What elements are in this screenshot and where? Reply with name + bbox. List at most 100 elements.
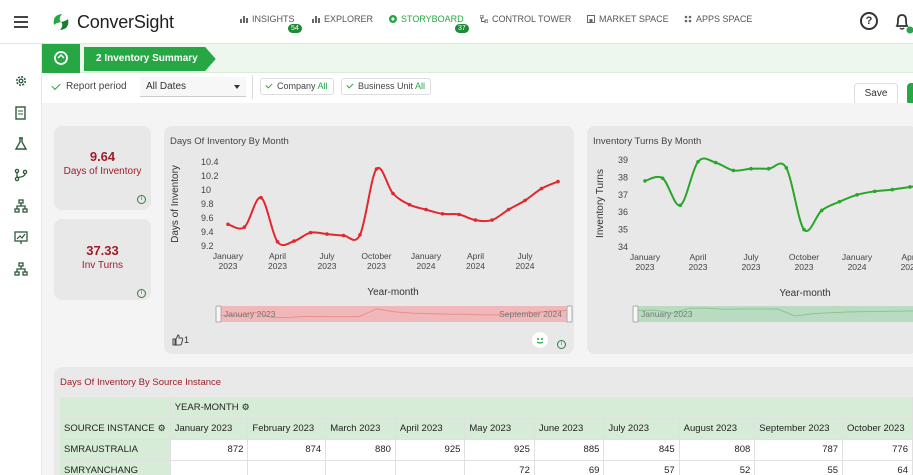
table-column-header[interactable]: February 2023 [247, 418, 327, 440]
data-point[interactable] [908, 185, 912, 189]
table-column-header[interactable]: September 2023 [754, 418, 844, 440]
data-point[interactable] [308, 230, 313, 235]
data-point[interactable] [506, 207, 511, 212]
data-point[interactable] [837, 199, 842, 204]
thumbs-up-icon[interactable] [172, 334, 184, 346]
monitor-chart-icon[interactable] [14, 231, 28, 245]
data-point[interactable] [325, 232, 329, 236]
nav-explorer[interactable]: EXPLORER [312, 14, 373, 24]
nav-insights[interactable]: INSIGHTS 54 [240, 14, 302, 33]
data-point[interactable] [292, 239, 296, 243]
range-handle-right[interactable] [566, 305, 573, 323]
y-tick-label: 9.2 [201, 241, 214, 251]
settings-gear-icon[interactable]: ⚙ [157, 423, 166, 433]
data-point[interactable] [407, 202, 412, 207]
data-point[interactable] [523, 198, 527, 203]
data-point[interactable] [802, 227, 806, 232]
data-point[interactable] [539, 186, 544, 191]
info-icon[interactable]: i [137, 289, 146, 298]
table-column-header[interactable]: August 2023 [679, 418, 756, 440]
data-point[interactable] [784, 166, 789, 170]
data-point[interactable] [766, 166, 771, 171]
x-axis-label: Year-month [367, 287, 418, 298]
table-cell [247, 460, 327, 475]
primary-action-button[interactable] [907, 83, 913, 105]
hierarchy-icon[interactable] [14, 199, 28, 213]
data-point[interactable] [473, 218, 478, 222]
data-point[interactable] [341, 233, 346, 238]
storyboard-tab-inventory-summary[interactable]: 2 Inventory Summary [84, 47, 216, 71]
help-icon[interactable]: ? [860, 12, 878, 30]
menu-icon[interactable] [14, 16, 28, 28]
data-point[interactable] [678, 203, 683, 208]
data-point[interactable] [731, 168, 736, 173]
store-icon [587, 15, 595, 23]
data-point[interactable] [696, 159, 700, 164]
data-point[interactable] [242, 225, 247, 229]
settings-gear-icon[interactable]: ⚙ [241, 401, 250, 412]
table-column-header[interactable]: July 2023 [603, 418, 680, 440]
table-cell: 880 [325, 439, 396, 461]
data-point[interactable] [259, 195, 263, 200]
y-axis-label: Days of Inventory [170, 165, 181, 243]
x-tick-label: April [689, 252, 706, 262]
table-column-header[interactable]: June 2023 [534, 418, 605, 440]
x-tick-label: April [902, 252, 913, 262]
nav-market-space[interactable]: MARKET SPACE [587, 14, 669, 24]
data-point[interactable] [556, 179, 560, 184]
source-instance-header[interactable]: SOURCE INSTANCE ⚙ [60, 418, 171, 440]
table-column-header[interactable]: May 2023 [464, 418, 535, 440]
table-column-header[interactable]: March 2023 [325, 418, 396, 440]
table-column-header[interactable]: January 2023 [170, 418, 249, 440]
business-unit-label: Business Unit [358, 81, 414, 91]
x-tick-label: January [842, 252, 873, 262]
table-column-header[interactable]: October 2023 [842, 418, 913, 440]
nav-control-tower[interactable]: CONTROL TOWER [480, 14, 571, 24]
company-filter-chip[interactable]: Company All [260, 78, 334, 95]
app-logo[interactable]: ConverSight [50, 10, 174, 34]
data-point[interactable] [819, 208, 824, 213]
branch-icon[interactable] [14, 168, 28, 182]
data-point[interactable] [660, 176, 665, 181]
data-point[interactable] [391, 191, 395, 196]
business-unit-filter-chip[interactable]: Business Unit All [341, 78, 432, 95]
info-icon[interactable]: i [137, 195, 146, 204]
nav-apps-space[interactable]: APPS SPACE [684, 14, 752, 24]
data-point[interactable] [440, 212, 445, 216]
data-point[interactable] [457, 212, 461, 217]
data-point[interactable] [749, 166, 753, 171]
year-month-header[interactable]: YEAR-MONTH ⚙ [170, 397, 913, 419]
x-tick-label: July [743, 252, 759, 262]
data-point[interactable] [890, 187, 895, 192]
data-point[interactable] [374, 167, 379, 171]
data-point[interactable] [872, 189, 877, 194]
filter-bar: Report period All Dates Company All Busi… [42, 73, 913, 105]
range-handle-left[interactable] [632, 305, 639, 323]
table-column-header[interactable]: April 2023 [395, 418, 466, 440]
flask-icon[interactable] [14, 137, 28, 151]
save-button[interactable]: Save [854, 83, 898, 105]
chatbot-icon[interactable] [532, 332, 548, 348]
report-icon[interactable] [14, 106, 28, 120]
info-icon[interactable]: i [557, 340, 566, 349]
data-point[interactable] [490, 218, 494, 222]
table-cell: 72 [464, 460, 535, 475]
org-chart-icon[interactable] [14, 262, 28, 276]
range-selector[interactable] [220, 306, 568, 322]
data-point[interactable] [358, 233, 362, 237]
range-handle-left[interactable] [215, 305, 222, 323]
notification-bell-icon[interactable] [894, 12, 913, 34]
report-period-select[interactable]: All Dates [140, 77, 246, 97]
table-header-row: SOURCE INSTANCE ⚙ January 2023 February 20… [60, 418, 913, 440]
data-point[interactable] [424, 207, 428, 212]
data-point[interactable] [226, 222, 230, 227]
data-point[interactable] [713, 160, 718, 165]
nav-storyboard[interactable]: STORYBOARD 37 [389, 14, 469, 33]
storyboard-home-button[interactable] [42, 44, 80, 73]
data-point[interactable] [855, 193, 859, 197]
source-instance-table-card: Days Of Inventory By Source Instance YEA… [54, 367, 913, 475]
settings-gear-icon[interactable] [14, 74, 28, 88]
data-point[interactable] [275, 240, 280, 244]
data-point[interactable] [643, 179, 647, 183]
range-selector[interactable] [637, 306, 913, 322]
